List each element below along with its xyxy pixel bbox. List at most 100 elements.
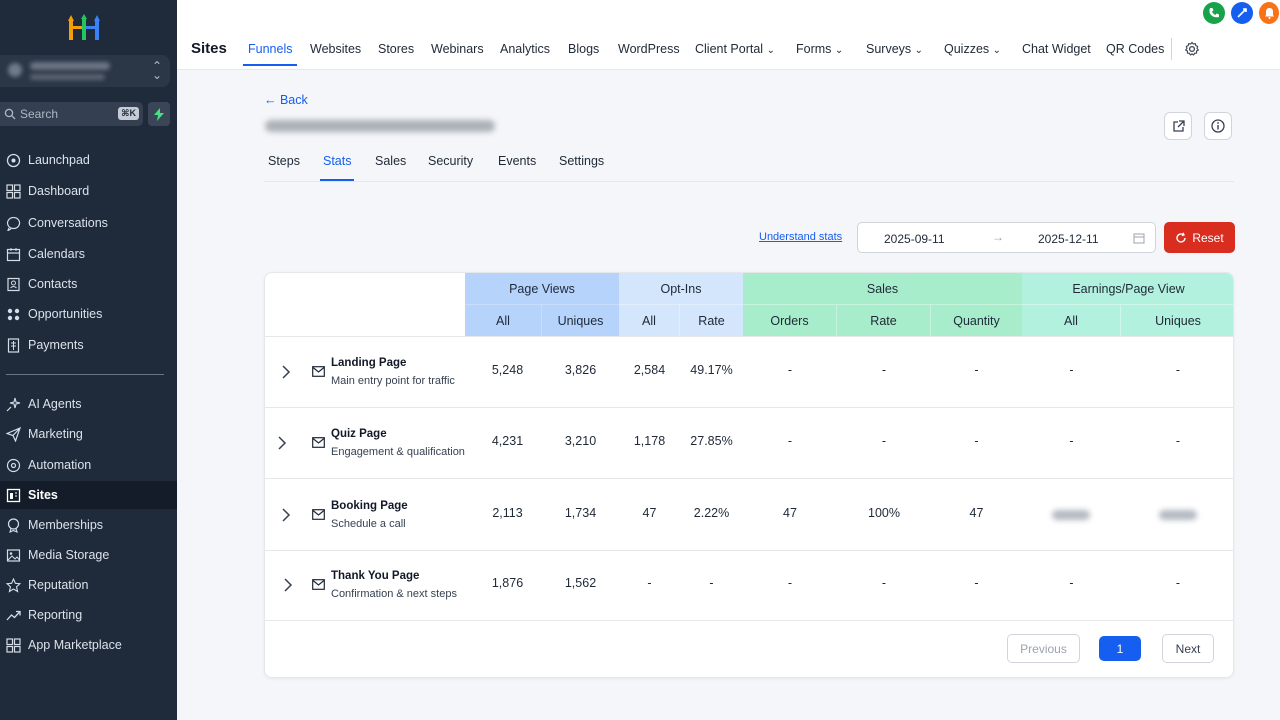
next-page-button[interactable]: Next	[1162, 634, 1214, 663]
top-bar: Sites Funnels Websites Stores Webinars A…	[177, 0, 1280, 70]
step-name[interactable]: Booking Page	[331, 500, 408, 512]
send-icon	[6, 426, 21, 442]
sidebar-item-marketing[interactable]: Marketing	[0, 420, 177, 448]
sidebar-item-reporting[interactable]: Reporting	[0, 601, 177, 629]
phone-button[interactable]	[1203, 2, 1225, 24]
cell-pageviews-all: 4,231	[491, 434, 524, 448]
sidebar-item-automation[interactable]: Automation	[0, 451, 177, 479]
sidebar-item-launchpad[interactable]: Launchpad	[0, 146, 177, 174]
subtab-stats[interactable]: Stats	[323, 154, 352, 168]
tab-client-portal[interactable]: Client Portal ⌄	[695, 42, 775, 56]
chevron-right-icon[interactable]	[275, 434, 289, 452]
search-shortcut: ⌘K	[118, 107, 139, 120]
sidebar-item-conversations[interactable]: Conversations	[0, 209, 177, 237]
cell-pageviews-all: 5,248	[491, 363, 524, 377]
sidebar-item-label: Memberships	[28, 518, 104, 532]
chevron-right-icon[interactable]	[281, 576, 295, 594]
table-row[interactable]: Booking Page Schedule a call 2,113 1,734…	[265, 480, 1233, 551]
page-title: Sites	[191, 40, 227, 57]
cell-earnings-uniques: -	[1175, 576, 1181, 590]
brand-logo[interactable]	[68, 14, 100, 40]
col-earnings-uniques[interactable]: Uniques	[1121, 304, 1233, 336]
tab-analytics[interactable]: Analytics	[500, 42, 551, 56]
sidebar-item-ai-agents[interactable]: AI Agents	[0, 390, 177, 418]
tab-wordpress[interactable]: WordPress	[618, 42, 680, 56]
cell-optins-all: 2,584	[633, 363, 666, 377]
cell-earnings-uniques-redacted	[1159, 510, 1197, 520]
subtab-steps[interactable]: Steps	[268, 154, 300, 168]
date-to[interactable]: 2025-12-11	[1038, 232, 1099, 246]
sidebar-item-dashboard[interactable]: Dashboard	[0, 177, 177, 205]
megaphone-button[interactable]	[1231, 2, 1253, 24]
table-row[interactable]: Landing Page Main entry point for traffi…	[265, 337, 1233, 408]
date-range-picker[interactable]: 2025-09-11 → 2025-12-11	[857, 222, 1156, 253]
sidebar-item-calendars[interactable]: Calendars	[0, 240, 177, 268]
sidebar-item-memberships[interactable]: Memberships	[0, 511, 177, 539]
tab-forms[interactable]: Forms ⌄	[796, 42, 843, 56]
step-name[interactable]: Thank You Page	[331, 570, 420, 582]
col-optins-rate[interactable]: Rate	[680, 304, 743, 336]
tab-qr-codes[interactable]: QR Codes	[1106, 42, 1165, 56]
account-switcher[interactable]: ⌃ ⌄	[0, 55, 170, 87]
gear-icon[interactable]	[1184, 41, 1200, 57]
notifications-button[interactable]	[1259, 2, 1279, 24]
star-icon	[6, 577, 21, 593]
table-row[interactable]: Quiz Page Engagement & qualification 4,2…	[265, 408, 1233, 479]
quick-actions-button[interactable]	[148, 102, 170, 126]
memberships-icon	[7, 517, 20, 533]
tab-surveys[interactable]: Surveys ⌄	[866, 42, 923, 56]
step-name[interactable]: Quiz Page	[331, 428, 387, 440]
sidebar-item-media-storage[interactable]: Media Storage	[0, 541, 177, 569]
sidebar-item-sites[interactable]: Sites	[0, 481, 177, 509]
open-external-button[interactable]	[1164, 112, 1192, 140]
subtab-events[interactable]: Events	[498, 154, 537, 168]
subtab-security[interactable]: Security	[428, 154, 474, 168]
col-pageviews-all[interactable]: All	[465, 304, 542, 336]
cell-sales-quantity: -	[974, 363, 979, 377]
step-name[interactable]: Landing Page	[331, 357, 407, 369]
col-sales-rate[interactable]: Rate	[837, 304, 931, 336]
sidebar-item-opportunities[interactable]: Opportunities	[0, 300, 177, 328]
divider	[1171, 38, 1172, 60]
date-from[interactable]: 2025-09-11	[884, 232, 945, 246]
search-icon	[4, 108, 16, 120]
tab-blogs[interactable]: Blogs	[568, 42, 600, 56]
tab-stores[interactable]: Stores	[378, 42, 415, 56]
subtab-sales[interactable]: Sales	[375, 154, 407, 168]
previous-page-button[interactable]: Previous	[1007, 634, 1080, 663]
chevron-right-icon[interactable]	[279, 363, 293, 381]
tab-websites[interactable]: Websites	[310, 42, 362, 56]
info-button[interactable]	[1204, 112, 1232, 140]
tab-webinars[interactable]: Webinars	[431, 42, 484, 56]
sparkle-icon	[6, 397, 21, 411]
sidebar-item-label: Payments	[28, 338, 84, 352]
sidebar-item-label: Sites	[28, 488, 58, 502]
subtab-settings[interactable]: Settings	[559, 154, 605, 168]
col-earnings-all[interactable]: All	[1022, 304, 1121, 336]
col-optins-all[interactable]: All	[619, 304, 680, 336]
megaphone-icon	[1237, 8, 1247, 18]
sidebar-item-contacts[interactable]: Contacts	[0, 270, 177, 298]
search-box[interactable]: Search ⌘K	[0, 102, 143, 126]
table-row[interactable]: Thank You Page Confirmation & next steps…	[265, 550, 1233, 621]
tab-funnels[interactable]: Funnels	[248, 42, 293, 56]
sidebar-item-label: Opportunities	[28, 307, 103, 321]
chevron-right-icon[interactable]	[279, 506, 293, 524]
cell-sales-rate: -	[881, 434, 887, 448]
funnel-name	[265, 120, 495, 132]
cell-earnings-all: -	[1069, 576, 1074, 590]
col-sales-orders[interactable]: Orders	[743, 304, 837, 336]
sidebar-item-payments[interactable]: Payments	[0, 331, 177, 359]
group-page-views: Page Views	[465, 273, 619, 304]
reset-button[interactable]: Reset	[1164, 222, 1235, 253]
sidebar-item-label: Conversations	[28, 216, 108, 230]
sidebar-item-app-marketplace[interactable]: App Marketplace	[0, 631, 177, 659]
col-sales-quantity[interactable]: Quantity	[931, 304, 1022, 336]
tab-quizzes[interactable]: Quizzes ⌄	[944, 42, 1001, 56]
back-link[interactable]: ← Back	[264, 93, 308, 107]
tab-chat-widget[interactable]: Chat Widget	[1022, 42, 1091, 56]
page-1-button[interactable]: 1	[1099, 636, 1141, 661]
col-pageviews-uniques[interactable]: Uniques	[542, 304, 619, 336]
understand-stats-link[interactable]: Understand stats	[759, 231, 843, 243]
sidebar-item-reputation[interactable]: Reputation	[0, 571, 177, 599]
